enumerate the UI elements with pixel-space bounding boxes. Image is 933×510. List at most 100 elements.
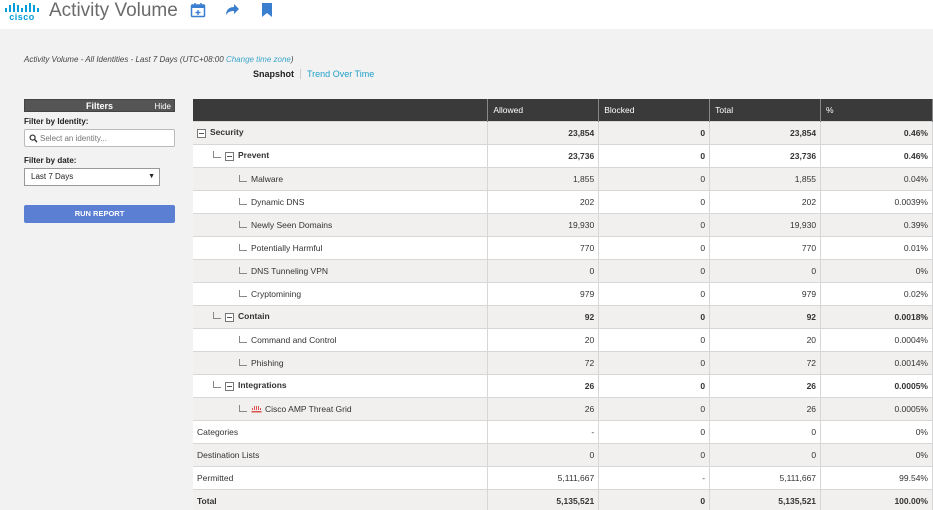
cell-allowed: 202 — [487, 189, 600, 213]
row-name-cell: DNS Tunneling VPN — [193, 258, 489, 282]
hide-filters-button[interactable]: Hide — [154, 102, 171, 111]
identity-search-box[interactable] — [24, 129, 175, 147]
row-label: DNS Tunneling VPN — [251, 265, 329, 276]
cisco-logo: cisco — [4, 3, 40, 23]
row-name-cell: Permitted — [193, 465, 489, 489]
cell-blocked: 0 — [598, 419, 711, 443]
cell-pct: 0.0005% — [820, 373, 933, 397]
row-label: Command and Control — [251, 334, 337, 345]
cell-total: 23,854 — [709, 120, 822, 144]
collapse-toggle-icon[interactable] — [225, 381, 234, 391]
collapse-toggle-icon[interactable] — [225, 312, 234, 322]
row-name-cell: Prevent — [193, 143, 489, 167]
tab-snapshot[interactable]: Snapshot — [253, 69, 302, 79]
row-name-cell: Newly Seen Domains — [193, 212, 489, 236]
row-label[interactable]: Prevent — [238, 150, 270, 161]
column-header-percent[interactable]: % — [820, 99, 933, 121]
identity-search-input[interactable] — [40, 132, 168, 144]
tree-connector — [213, 381, 221, 389]
row-label: Total — [197, 495, 217, 506]
cell-pct: 0.02% — [820, 281, 933, 305]
cell-total: 19,930 — [709, 212, 822, 236]
table-row: Contain 92 0 92 0.0018% — [193, 304, 933, 328]
table-row: Prevent 23,736 0 23,736 0.46% — [193, 143, 933, 167]
table-header-row: Allowed Blocked Total % — [193, 99, 933, 121]
share-arrow-icon[interactable] — [224, 2, 240, 18]
cisco-small-logo-icon — [251, 405, 262, 413]
cell-pct: 0% — [820, 442, 933, 466]
cell-blocked: 0 — [598, 212, 711, 236]
cell-blocked: 0 — [598, 396, 711, 420]
table-row: Permitted 5,111,667-5,111,667 99.54% — [193, 465, 933, 489]
activity-volume-table: Allowed Blocked Total % Security 23,854 0 2… — [193, 99, 933, 510]
row-label[interactable]: Security — [210, 127, 244, 138]
cell-total: 202 — [709, 189, 822, 213]
table-row: Newly Seen Domains 19,930 0 19,930 0.39% — [193, 212, 933, 236]
table-row: DNS Tunneling VPN 0 0 0 0% — [193, 258, 933, 282]
cell-allowed: 23,736 — [487, 143, 600, 167]
cell-total: 1,855 — [709, 166, 822, 190]
cell-pct: 0.01% — [820, 235, 933, 259]
column-header-allowed[interactable]: Allowed — [487, 99, 600, 121]
calendar-add-icon[interactable] — [190, 2, 206, 18]
cell-total: 20 — [709, 327, 822, 351]
cell-pct: 0.46% — [820, 120, 933, 144]
cell-total: 26 — [709, 373, 822, 397]
top-bar: cisco Activity Volume — [0, 0, 933, 29]
column-header-blocked[interactable]: Blocked — [598, 99, 711, 121]
cell-blocked: 0 — [598, 120, 711, 144]
row-label[interactable]: Contain — [238, 311, 270, 322]
identity-filter-label: Filter by Identity: — [24, 117, 89, 126]
row-label: Malware — [251, 173, 284, 184]
cell-total: 23,736 — [709, 143, 822, 167]
row-label: Cryptomining — [251, 288, 302, 299]
table-row: Integrations 26 0 26 0.0005% — [193, 373, 933, 397]
cell-allowed: 0 — [487, 442, 600, 466]
filters-panel: Filters Hide Filter by Identity: Filter … — [24, 99, 175, 223]
date-filter-select[interactable]: Last 7 Days ▼ — [24, 168, 160, 186]
cell-blocked: - — [598, 465, 711, 489]
table-row: Destination Lists 0 0 0 0% — [193, 442, 933, 466]
cell-blocked: 0 — [598, 488, 711, 510]
collapse-toggle-icon[interactable] — [225, 151, 234, 161]
filters-header: Filters Hide — [24, 99, 175, 112]
row-name-cell: Categories — [193, 419, 489, 443]
cell-allowed: 20 — [487, 327, 600, 351]
row-label[interactable]: Integrations — [238, 380, 287, 391]
cell-pct: 0% — [820, 419, 933, 443]
collapse-toggle-icon[interactable] — [197, 128, 206, 138]
table-row: Cisco AMP Threat Grid 26 0 26 0.0005% — [193, 396, 933, 420]
filters-title: Filters — [85, 101, 113, 111]
table-row: Categories -0 0 0% — [193, 419, 933, 443]
view-tabs: Snapshot Trend Over Time — [253, 69, 374, 79]
bookmark-icon[interactable] — [259, 2, 275, 18]
cell-blocked: 0 — [598, 166, 711, 190]
cell-total: 92 — [709, 304, 822, 328]
row-name-cell: Integrations — [193, 373, 489, 397]
row-label: Destination Lists — [197, 449, 260, 460]
row-name-cell: Cisco AMP Threat Grid — [193, 396, 489, 420]
cell-allowed: 26 — [487, 396, 600, 420]
column-header-total[interactable]: Total — [709, 99, 822, 121]
tree-connector — [239, 243, 247, 251]
date-filter-label: Filter by date: — [24, 156, 77, 165]
logo-text: cisco — [9, 12, 35, 22]
cell-pct: 0.0018% — [820, 304, 933, 328]
run-report-button[interactable]: RUN REPORT — [24, 205, 175, 223]
tab-trend-over-time[interactable]: Trend Over Time — [307, 69, 375, 79]
row-name-cell: Total — [193, 488, 489, 510]
row-name-cell: Malware — [193, 166, 489, 190]
cell-blocked: 0 — [598, 304, 711, 328]
cell-pct: 0% — [820, 258, 933, 282]
change-time-zone-link[interactable]: Change time zone — [225, 55, 291, 64]
row-label: Newly Seen Domains — [251, 219, 333, 230]
cell-pct: 0.04% — [820, 166, 933, 190]
page-title: Activity Volume — [49, 0, 178, 21]
cell-allowed: 5,135,521 — [487, 488, 600, 510]
tree-connector — [239, 220, 247, 228]
cell-pct: 0.0004% — [820, 327, 933, 351]
row-name-cell: Contain — [193, 304, 489, 328]
cell-allowed: 72 — [487, 350, 600, 374]
cell-blocked: 0 — [598, 281, 711, 305]
cell-allowed: - — [487, 419, 600, 443]
